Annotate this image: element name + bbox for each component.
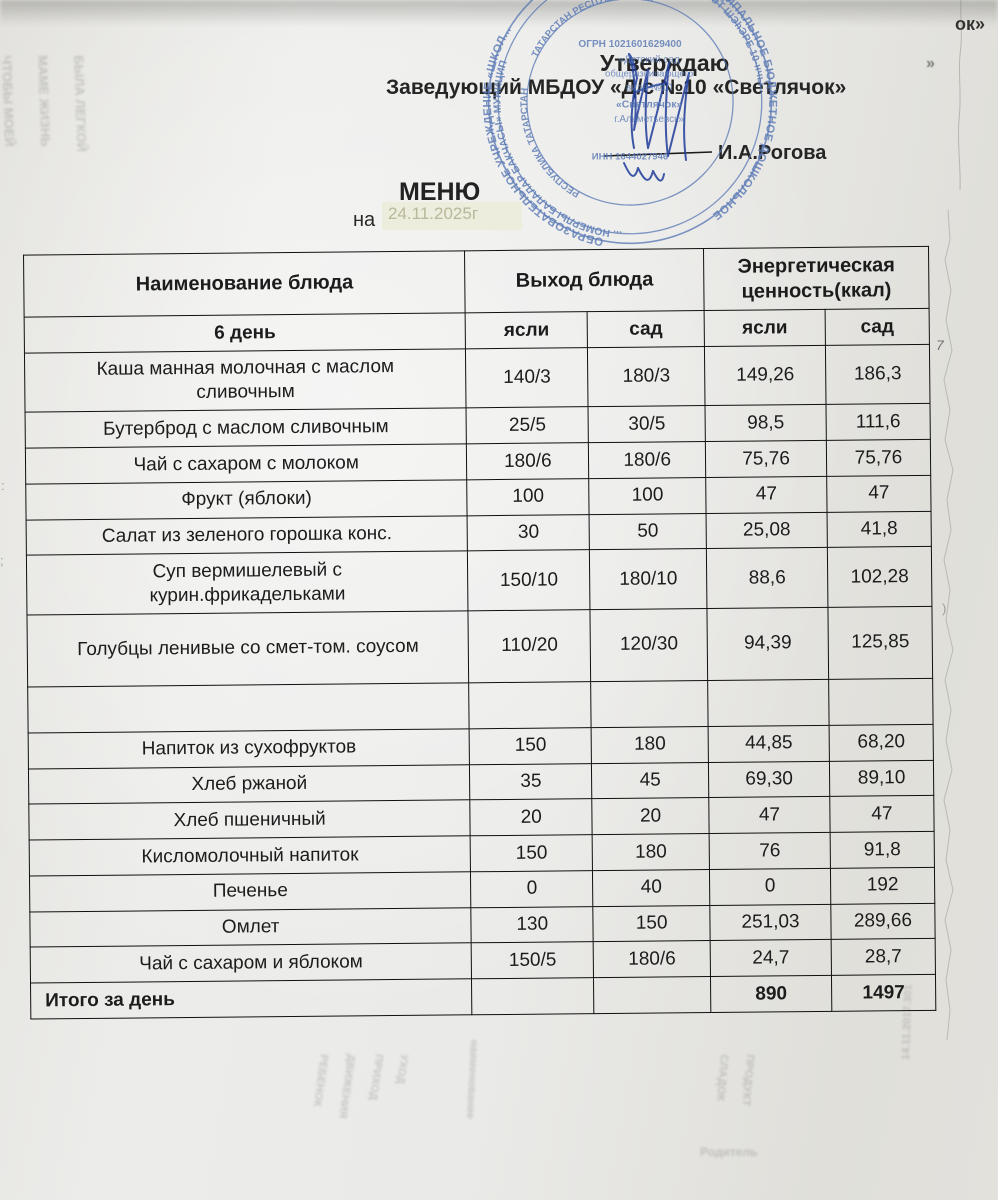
svg-text:ОГРН 1021601629400: ОГРН 1021601629400: [578, 39, 682, 50]
svg-text:вида №10: вида №10: [626, 82, 673, 93]
svg-text:«Светлячок»: «Светлячок»: [616, 99, 682, 110]
svg-text:ИНН 1644027946: ИНН 1644027946: [592, 151, 668, 162]
svg-text:... НОМЕРЛЫ БАЛАЛАР БАКЧАСЫ» М: ... НОМЕРЛЫ БАЛАЛАР БАКЧАСЫ» МУНИЦИП: [492, 59, 622, 239]
svg-text:ТАТАРСТАН РЕСПУБЛИКАСЫ: ТАТАРСТАН РЕСПУБЛИКАСЫ: [530, 0, 655, 59]
svg-text:«Детский сад: «Детский сад: [619, 55, 680, 66]
svg-text:общеразвивающего: общеразвивающего: [605, 69, 693, 80]
svg-text:г.Альметьевск»: г.Альметьевск»: [614, 114, 684, 125]
